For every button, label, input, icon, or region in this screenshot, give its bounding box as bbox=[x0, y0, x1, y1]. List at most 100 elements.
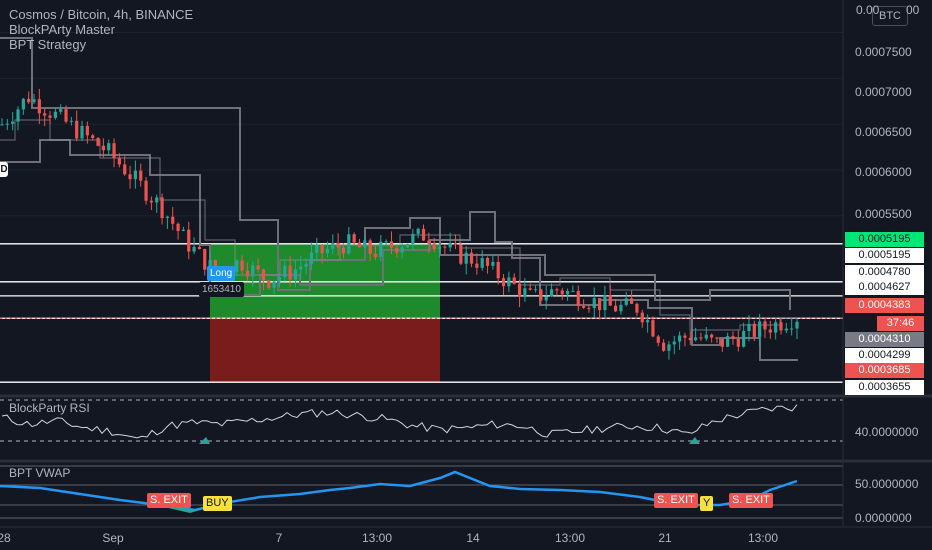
pane-separators bbox=[0, 0, 932, 528]
price-tag-3: 0.0004780 bbox=[845, 265, 924, 280]
candle-body bbox=[213, 260, 218, 271]
candle-body bbox=[107, 143, 111, 151]
signal-sexit-2: S. EXIT bbox=[654, 493, 698, 508]
candle-body bbox=[341, 247, 346, 254]
candle-body bbox=[363, 240, 367, 248]
candle-body bbox=[613, 305, 618, 312]
candle-body bbox=[208, 260, 212, 270]
candle-body bbox=[774, 322, 778, 333]
candle-body bbox=[395, 247, 399, 253]
candle-body bbox=[389, 241, 394, 248]
profit-zone bbox=[210, 243, 440, 319]
rsi-axis-label: 40.0000000 bbox=[855, 425, 919, 439]
candle-body bbox=[656, 336, 660, 343]
candle-body bbox=[32, 99, 36, 103]
candle-body bbox=[731, 336, 735, 339]
time-label-6: 21 bbox=[658, 531, 672, 545]
candle-body bbox=[112, 143, 116, 159]
signal-buy-2: Y bbox=[700, 496, 714, 511]
price-tag-8: 0.0003685 bbox=[845, 363, 924, 378]
candle-body bbox=[101, 145, 105, 151]
candle-body bbox=[469, 252, 474, 264]
step-line-upper bbox=[0, 37, 791, 310]
candle-body bbox=[144, 180, 148, 201]
candle-body bbox=[565, 290, 570, 295]
candle-body bbox=[27, 98, 31, 103]
candle-body bbox=[443, 246, 447, 248]
axis-label-0: 0.0007500 bbox=[855, 45, 912, 59]
candle-body bbox=[64, 109, 68, 122]
candle-body bbox=[544, 296, 548, 301]
candle-body bbox=[432, 243, 436, 250]
candle-body bbox=[304, 263, 308, 267]
axis-label-4: 0.0005500 bbox=[855, 207, 912, 221]
rsi-pane-label: BlockParty RSI bbox=[9, 401, 90, 415]
candle-body bbox=[491, 261, 495, 266]
candle-body bbox=[651, 320, 655, 337]
axis-label-3: 0.0006000 bbox=[855, 165, 912, 179]
candle-body bbox=[352, 234, 356, 243]
candle-body bbox=[155, 197, 159, 203]
time-label-2: 7 bbox=[275, 531, 283, 545]
price-tag-6: 0.0004310 bbox=[845, 332, 924, 347]
candle-body bbox=[416, 228, 420, 234]
candle-body bbox=[581, 306, 586, 308]
candle-body bbox=[779, 322, 783, 331]
candle-body bbox=[405, 243, 410, 248]
candle-body bbox=[96, 138, 100, 146]
candle-body bbox=[437, 246, 442, 250]
candle-body bbox=[619, 304, 623, 312]
candle-body bbox=[293, 269, 298, 280]
price-tag-7: 0.0004299 bbox=[845, 348, 924, 363]
candle-body bbox=[160, 197, 164, 219]
candle-body bbox=[336, 243, 340, 248]
candle-body bbox=[496, 261, 500, 279]
candle-body bbox=[43, 113, 47, 116]
candle-body bbox=[48, 115, 52, 118]
candle-body bbox=[16, 109, 20, 122]
candle-body bbox=[475, 263, 479, 268]
candles bbox=[0, 88, 799, 360]
candle-body bbox=[85, 125, 89, 136]
candle-body bbox=[758, 321, 762, 337]
time-label-5: 13:00 bbox=[554, 531, 586, 545]
step-line-mid bbox=[0, 119, 798, 331]
currency-badge[interactable]: BTC bbox=[872, 6, 908, 26]
candle-body bbox=[752, 323, 756, 337]
candle-body bbox=[528, 288, 532, 290]
candle-body bbox=[400, 247, 404, 253]
price-tag-2: 0.0005195 bbox=[845, 248, 924, 263]
price-tag-9: 0.0003655 bbox=[845, 380, 924, 395]
candle-body bbox=[720, 338, 724, 347]
indicator-strategy-label: BPT Strategy bbox=[9, 37, 87, 52]
candle-body bbox=[411, 233, 415, 244]
candle-body bbox=[176, 223, 180, 231]
candle-body bbox=[646, 320, 650, 323]
candle-body bbox=[694, 337, 698, 341]
countdown-tag: 37:46 bbox=[877, 316, 924, 331]
candle-body bbox=[608, 295, 612, 306]
price-tag-1: 0.0005195 bbox=[845, 232, 924, 247]
loss-zone bbox=[210, 318, 440, 383]
left-marker: D bbox=[0, 162, 8, 177]
time-label-0: 28 bbox=[0, 531, 11, 545]
candle-body bbox=[726, 336, 730, 347]
vwap-pane bbox=[0, 465, 843, 519]
candle-body bbox=[603, 295, 607, 311]
candle-body bbox=[624, 298, 628, 305]
candle-body bbox=[571, 290, 575, 292]
signal-sexit-3: S. EXIT bbox=[729, 493, 773, 508]
candle-body bbox=[635, 303, 639, 313]
candle-body bbox=[448, 243, 452, 248]
vwap-axis-label-2: 0.0000000 bbox=[855, 511, 912, 525]
symbol-title: Cosmos / Bitcoin, 4h, BINANCE bbox=[9, 7, 194, 22]
candle-body bbox=[576, 290, 580, 307]
axis-top-label-2: 00 bbox=[906, 3, 920, 17]
axis-top-label: 0.00 bbox=[856, 3, 880, 17]
candle-body bbox=[379, 241, 383, 258]
candle-body bbox=[384, 241, 388, 243]
candle-body bbox=[272, 281, 276, 288]
rsi-marker-2 bbox=[689, 437, 700, 444]
candle-body bbox=[320, 244, 324, 253]
